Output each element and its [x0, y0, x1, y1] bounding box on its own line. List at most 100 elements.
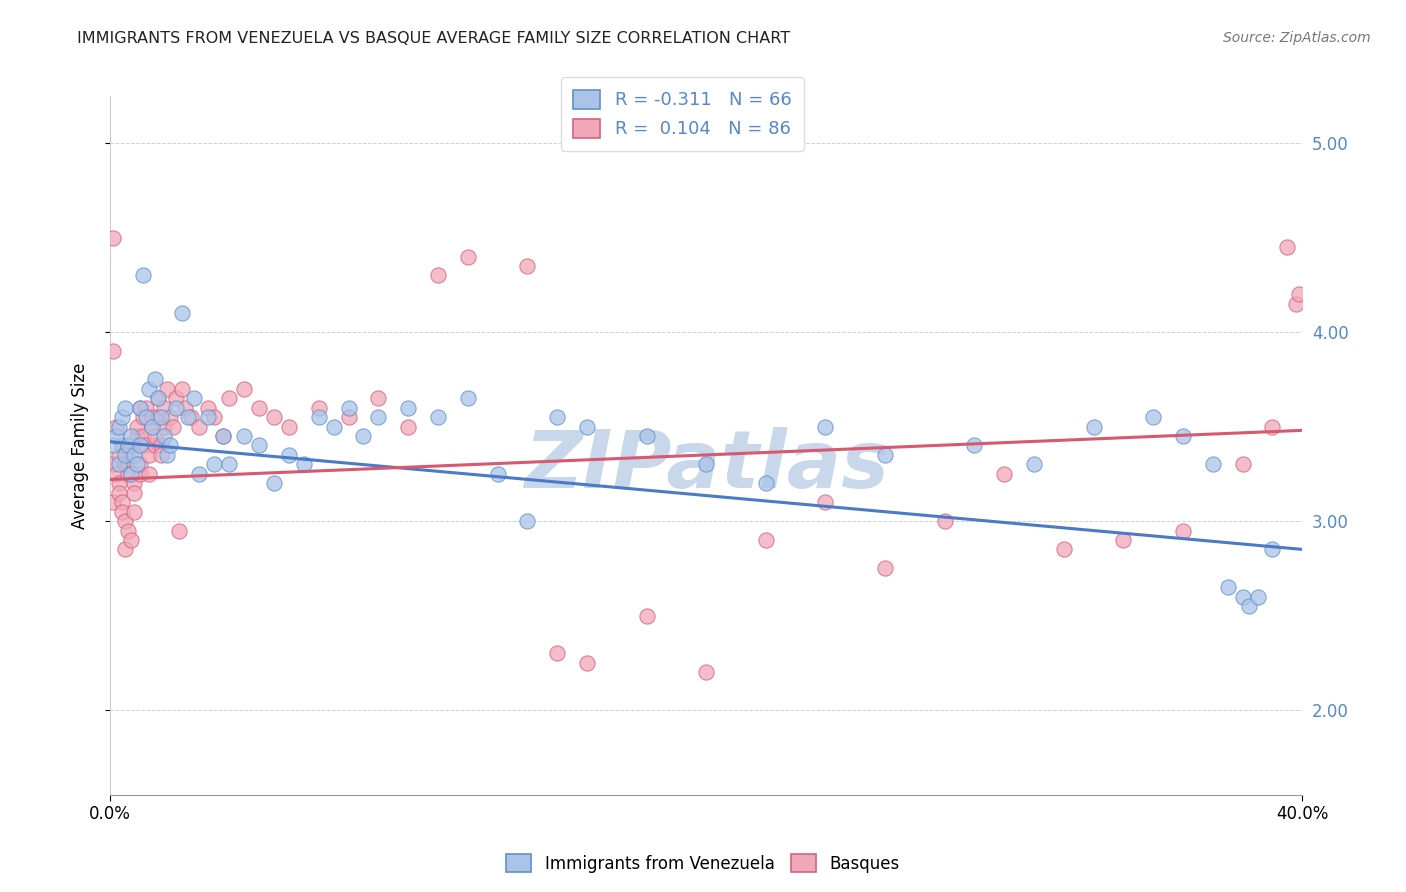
Point — [180, 410, 202, 425]
Point — [202, 458, 225, 472]
Point — [117, 467, 139, 481]
Point — [162, 419, 184, 434]
Point — [1261, 542, 1284, 557]
Point — [1171, 524, 1194, 538]
Point — [176, 410, 198, 425]
Point — [873, 448, 896, 462]
Point — [152, 419, 174, 434]
Point — [122, 485, 145, 500]
Point — [636, 608, 658, 623]
Text: Source: ZipAtlas.com: Source: ZipAtlas.com — [1223, 31, 1371, 45]
Point — [141, 410, 163, 425]
Point — [575, 419, 598, 434]
Point — [146, 410, 169, 425]
Point — [105, 429, 128, 443]
Point — [125, 419, 148, 434]
Point — [128, 401, 150, 415]
Point — [105, 419, 128, 434]
Point — [135, 401, 157, 415]
Point — [233, 429, 256, 443]
Point — [233, 382, 256, 396]
Point — [117, 524, 139, 538]
Point — [247, 438, 270, 452]
Point — [263, 410, 285, 425]
Point — [247, 401, 270, 415]
Point — [963, 438, 986, 452]
Point — [183, 391, 205, 405]
Point — [1142, 410, 1164, 425]
Point — [1277, 240, 1299, 254]
Point — [122, 448, 145, 462]
Legend: Immigrants from Venezuela, Basques: Immigrants from Venezuela, Basques — [499, 847, 907, 880]
Point — [114, 542, 136, 557]
Point — [101, 230, 124, 244]
Point — [165, 391, 187, 405]
Point — [695, 458, 717, 472]
Point — [352, 429, 374, 443]
Point — [1112, 533, 1135, 547]
Point — [120, 448, 142, 462]
Point — [122, 476, 145, 491]
Point — [546, 410, 568, 425]
Point — [132, 268, 155, 283]
Point — [143, 372, 166, 386]
Point — [1083, 419, 1105, 434]
Point — [141, 419, 163, 434]
Point — [457, 250, 479, 264]
Point — [101, 343, 124, 358]
Point — [197, 401, 219, 415]
Point — [120, 533, 142, 547]
Point — [149, 410, 172, 425]
Point — [1171, 429, 1194, 443]
Point — [516, 259, 538, 273]
Point — [1022, 458, 1045, 472]
Point — [755, 476, 778, 491]
Point — [152, 429, 174, 443]
Point — [138, 382, 160, 396]
Point — [125, 458, 148, 472]
Point — [117, 458, 139, 472]
Point — [108, 485, 131, 500]
Point — [159, 438, 181, 452]
Point — [114, 401, 136, 415]
Point — [202, 410, 225, 425]
Point — [367, 391, 389, 405]
Point — [188, 419, 211, 434]
Point — [101, 438, 124, 452]
Point — [122, 505, 145, 519]
Point — [117, 438, 139, 452]
Point — [486, 467, 509, 481]
Point — [636, 429, 658, 443]
Point — [308, 401, 330, 415]
Point — [1237, 599, 1260, 613]
Point — [101, 495, 124, 509]
Point — [165, 401, 187, 415]
Point — [141, 419, 163, 434]
Point — [170, 306, 193, 320]
Point — [426, 410, 449, 425]
Text: IMMIGRANTS FROM VENEZUELA VS BASQUE AVERAGE FAMILY SIZE CORRELATION CHART: IMMIGRANTS FROM VENEZUELA VS BASQUE AVER… — [77, 31, 790, 46]
Point — [143, 429, 166, 443]
Point — [322, 419, 344, 434]
Point — [1246, 590, 1268, 604]
Point — [367, 410, 389, 425]
Point — [546, 646, 568, 660]
Point — [575, 656, 598, 670]
Point — [135, 410, 157, 425]
Point — [1202, 458, 1225, 472]
Point — [138, 448, 160, 462]
Point — [128, 458, 150, 472]
Point — [1288, 287, 1310, 301]
Point — [308, 410, 330, 425]
Point — [111, 438, 134, 452]
Legend: R = -0.311   N = 66, R =  0.104   N = 86: R = -0.311 N = 66, R = 0.104 N = 86 — [561, 77, 804, 151]
Point — [1261, 419, 1284, 434]
Point — [101, 458, 124, 472]
Point — [934, 514, 956, 528]
Point — [132, 429, 155, 443]
Point — [197, 410, 219, 425]
Point — [159, 410, 181, 425]
Point — [108, 476, 131, 491]
Point — [396, 419, 419, 434]
Point — [516, 514, 538, 528]
